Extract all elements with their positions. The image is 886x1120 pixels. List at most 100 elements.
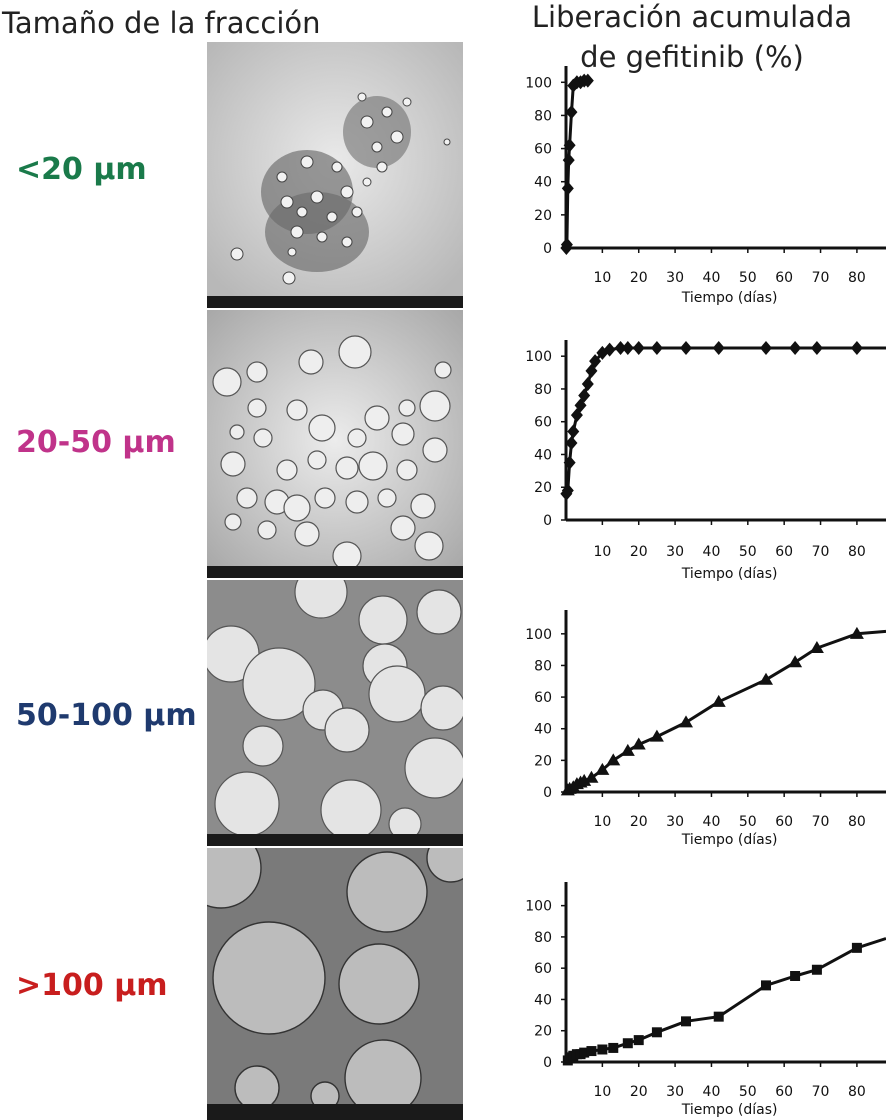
scale-bar-strip: [207, 834, 463, 846]
x-tick-label: 40: [703, 814, 721, 830]
data-point: [597, 1044, 608, 1055]
x-tick-label: 70: [812, 814, 830, 830]
data-point: [565, 436, 578, 451]
release-chart-svg: 0 20 40 60 80 100 10 20 30 40 50 60 70 80 Tiempo (días…: [525, 66, 886, 306]
y-tick-label: 80: [534, 382, 552, 398]
data-point: [595, 762, 610, 775]
x-tick-label: 30: [666, 544, 684, 560]
y-tick-label: 40: [534, 175, 552, 191]
data-point: [811, 964, 822, 975]
data-point: [759, 672, 773, 685]
y-tick-label: 40: [534, 992, 552, 1008]
y-tick-label: 60: [534, 690, 552, 706]
data-point: [581, 377, 594, 392]
x-tick-label: 20: [630, 270, 648, 286]
x-tick-label: 80: [848, 1084, 866, 1100]
y-tick-label: 100: [525, 349, 552, 365]
data-point: [596, 345, 609, 360]
x-axis-label: Tiempo (días): [681, 1102, 778, 1118]
x-tick-label: 10: [593, 544, 611, 560]
fraction-label-50-100: 50-100 µm: [16, 698, 197, 733]
x-tick-label: 20: [630, 1084, 648, 1100]
y-tick-label: 100: [525, 627, 552, 643]
micrograph-gt100: [207, 848, 463, 1104]
data-point: [581, 73, 594, 88]
y-tick-label: 40: [534, 447, 552, 463]
x-tick-label: 30: [666, 1084, 684, 1100]
data-point: [560, 237, 573, 252]
y-tick-label: 0: [543, 513, 552, 529]
scale-bar-strip: [207, 566, 463, 578]
y-tick-label: 100: [525, 899, 552, 915]
scale-bar-strip: [207, 1104, 463, 1120]
release-chart-lt20: 0 20 40 60 80 100 10 20 30 40 50 60 70 80 Tiempo (días…: [520, 62, 886, 310]
data-point: [563, 138, 576, 153]
x-tick-label: 50: [739, 814, 757, 830]
data-point: [606, 753, 621, 766]
data-point: [711, 694, 726, 707]
x-tick-label: 80: [848, 544, 866, 560]
series-line: [565, 346, 886, 495]
y-tick-label: 60: [534, 142, 552, 158]
data-point: [680, 341, 692, 355]
x-tick-label: 30: [666, 814, 684, 830]
data-point: [577, 773, 592, 786]
data-point: [586, 1046, 597, 1057]
scale-bar-strip: [207, 296, 463, 308]
x-tick-label: 60: [775, 270, 793, 286]
x-tick-label: 10: [593, 270, 611, 286]
x-tick-label: 60: [775, 544, 793, 560]
release-chart-svg: 0 20 40 60 80 100 10 20 30 40 50 60 70 80 Tiempo (días…: [525, 340, 886, 582]
data-point: [810, 341, 823, 355]
right-column-title-line2: de gefitinib (%): [580, 40, 804, 74]
data-point: [608, 1042, 619, 1053]
data-point: [570, 408, 583, 423]
data-point: [633, 1035, 644, 1046]
micrograph-50-100: [207, 580, 463, 836]
y-tick-label: 20: [534, 208, 552, 224]
data-point: [760, 341, 772, 355]
data-point: [579, 1047, 590, 1058]
data-point: [631, 737, 646, 750]
y-tick-label: 60: [534, 961, 552, 977]
data-point: [713, 1011, 724, 1022]
fraction-label-lt20: <20 µm: [16, 152, 147, 187]
data-point: [578, 388, 591, 403]
release-chart-20-50: 0 20 40 60 80 100 10 20 30 40 50 60 70 80 Tiempo (días…: [520, 330, 886, 586]
x-axis-label: Tiempo (días): [681, 566, 778, 582]
x-tick-label: 20: [630, 544, 648, 560]
data-point: [563, 455, 576, 470]
release-chart-svg: 0 20 40 60 80 100 10 20 30 40 50 60 70 80 Tiempo (días…: [525, 610, 886, 848]
data-point: [788, 655, 803, 668]
y-tick-label: 20: [534, 480, 552, 496]
x-tick-label: 40: [703, 544, 721, 560]
data-point: [620, 743, 635, 756]
micrograph-lt20: [207, 42, 463, 306]
series-line: [566, 937, 886, 1062]
data-point: [565, 105, 578, 120]
left-column-title: Tamaño de la fracción: [2, 6, 321, 40]
x-axis-label: Tiempo (días): [681, 832, 778, 848]
data-point: [632, 341, 645, 355]
y-tick-label: 100: [525, 75, 552, 91]
y-tick-label: 0: [543, 1055, 552, 1071]
data-point: [761, 980, 771, 991]
data-point: [621, 341, 634, 355]
data-point: [809, 641, 824, 654]
data-point: [574, 398, 587, 413]
release-chart-svg: 0 20 40 60 80 100 10 20 30 40 50 60 70 80 Tiempo (días…: [525, 882, 886, 1118]
fraction-label-20-50: 20-50 µm: [16, 425, 176, 460]
data-point: [651, 1027, 662, 1038]
x-tick-label: 70: [812, 270, 830, 286]
x-tick-label: 50: [739, 544, 757, 560]
x-tick-label: 50: [739, 270, 757, 286]
data-point: [649, 729, 664, 742]
series-line: [566, 629, 886, 792]
x-tick-label: 70: [812, 1084, 830, 1100]
release-chart-50-100: 0 20 40 60 80 100 10 20 30 40 50 60 70 80 Tiempo (días…: [520, 596, 886, 852]
x-tick-label: 50: [739, 1084, 757, 1100]
x-axis-label: Tiempo (días): [681, 290, 778, 306]
x-tick-label: 30: [666, 270, 684, 286]
release-chart-gt100: 0 20 40 60 80 100 10 20 30 40 50 60 70 80 Tiempo (días…: [520, 866, 886, 1120]
data-point: [849, 626, 864, 639]
